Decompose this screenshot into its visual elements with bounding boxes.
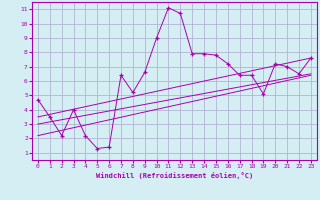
X-axis label: Windchill (Refroidissement éolien,°C): Windchill (Refroidissement éolien,°C) — [96, 172, 253, 179]
